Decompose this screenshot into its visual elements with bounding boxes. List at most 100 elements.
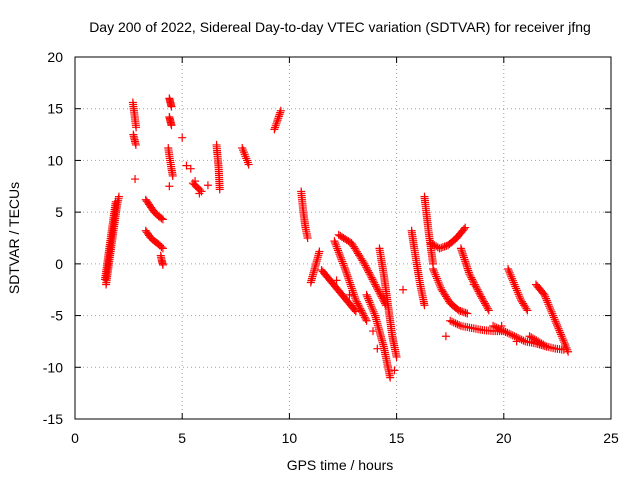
data-point (346, 280, 355, 289)
data-point (556, 328, 565, 337)
data-point (544, 300, 553, 309)
data-point (508, 274, 517, 283)
data-point (375, 289, 384, 298)
data-point (504, 265, 513, 274)
data-point (490, 322, 499, 331)
x-tick-label: 0 (71, 430, 79, 446)
data-point (457, 246, 466, 255)
data-point (366, 271, 375, 280)
data-point (363, 292, 372, 301)
chart-title: Day 200 of 2022, Sidereal Day-to-day VTE… (89, 19, 591, 35)
data-point (508, 276, 517, 285)
data-point (459, 308, 468, 317)
data-point (459, 253, 468, 262)
data-point (441, 332, 450, 341)
data-point (354, 301, 363, 310)
data-point (132, 123, 141, 132)
y-tick-label: -15 (43, 411, 63, 427)
data-point (553, 320, 562, 329)
data-point (359, 311, 368, 320)
data-point (345, 278, 354, 287)
data-point (352, 297, 361, 306)
data-point (369, 327, 378, 336)
data-point (503, 328, 512, 337)
data-point (357, 306, 366, 315)
data-point (158, 260, 167, 269)
data-point (196, 186, 205, 195)
data-point (111, 197, 120, 206)
data-point (367, 273, 376, 282)
data-point (315, 247, 324, 256)
data-point (475, 289, 484, 298)
data-point (507, 272, 516, 281)
data-point (131, 175, 140, 184)
data-point (446, 316, 455, 325)
data-point (331, 240, 340, 249)
data-point (368, 275, 377, 284)
data-point (504, 266, 513, 275)
data-point (474, 287, 483, 296)
data-point (203, 181, 212, 190)
data-point (340, 263, 349, 272)
data-point (429, 265, 438, 274)
y-tick-label: 20 (47, 49, 63, 65)
x-tick-label: 5 (178, 430, 186, 446)
data-points (101, 94, 573, 382)
data-point (435, 280, 444, 289)
data-point (434, 278, 443, 287)
y-tick-label: -5 (51, 308, 64, 324)
data-point (360, 259, 369, 268)
data-point (541, 292, 550, 301)
data-point (359, 258, 368, 267)
data-point (360, 313, 369, 322)
data-point (435, 244, 444, 253)
data-point (477, 292, 486, 301)
data-point (497, 321, 506, 330)
data-point (519, 336, 528, 345)
data-point (372, 282, 381, 291)
data-point (358, 308, 367, 317)
data-point (542, 296, 551, 305)
data-point (455, 321, 464, 330)
data-point (483, 304, 492, 313)
data-point (361, 315, 370, 324)
data-point (512, 284, 521, 293)
data-point (270, 125, 279, 134)
data-point (351, 296, 360, 305)
data-point (456, 244, 465, 253)
data-point (467, 273, 476, 282)
data-point (514, 333, 523, 342)
data-point (333, 246, 342, 255)
data-point (481, 301, 490, 310)
data-point (454, 306, 463, 315)
data-point (465, 270, 474, 279)
data-point (458, 248, 467, 257)
data-point (458, 307, 467, 316)
data-point (430, 268, 439, 277)
data-point (501, 327, 510, 336)
data-point (436, 281, 445, 290)
data-point (462, 260, 471, 269)
data-point (114, 192, 123, 201)
data-point (479, 296, 488, 305)
data-point (539, 289, 548, 298)
data-point (364, 296, 373, 305)
data-point (515, 292, 524, 301)
data-point (552, 319, 561, 328)
data-point (331, 238, 340, 247)
data-point (191, 177, 200, 186)
data-point (516, 294, 525, 303)
data-point (476, 290, 485, 299)
data-point (364, 268, 373, 277)
data-point (464, 268, 473, 277)
data-point (484, 306, 493, 315)
data-point (548, 309, 557, 318)
data-point (447, 317, 456, 326)
data-point (274, 112, 283, 121)
data-point (511, 282, 520, 291)
data-point (558, 334, 567, 343)
data-point (335, 250, 344, 259)
plot-frame (74, 56, 612, 420)
data-point (356, 304, 365, 313)
data-point (274, 114, 283, 123)
